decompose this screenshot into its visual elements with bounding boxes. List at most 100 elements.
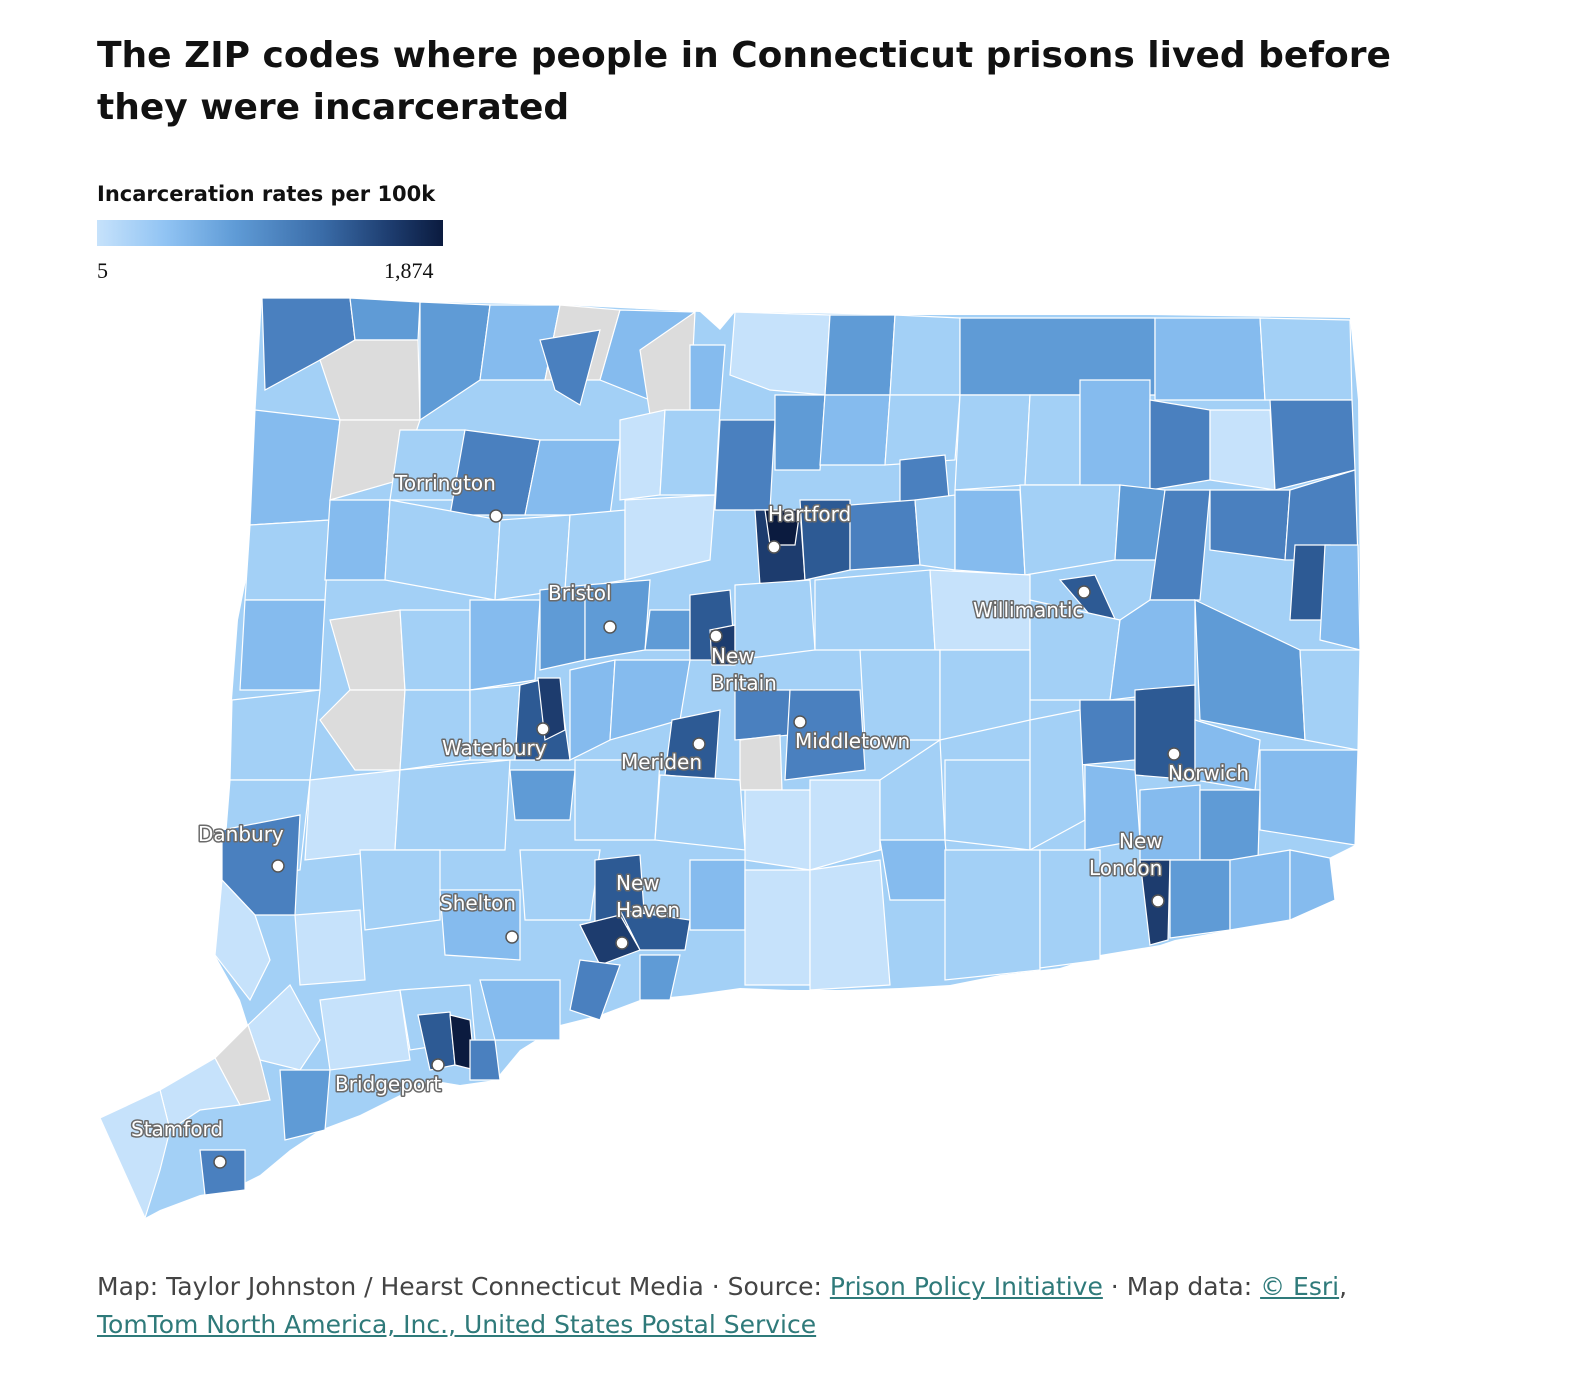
zip-region[interactable] (1209, 489, 1291, 561)
zip-region[interactable] (439, 889, 521, 961)
zip-region[interactable] (734, 689, 791, 741)
zip-region[interactable] (1079, 699, 1136, 766)
tomtom-link[interactable]: TomTom North America, Inc., United State… (97, 1310, 817, 1339)
zip-region[interactable] (1079, 379, 1151, 491)
zip-region[interactable] (199, 1149, 246, 1196)
city-bridgeport[interactable]: Bridgeport (334, 1058, 445, 1098)
zip-region[interactable] (1199, 789, 1261, 861)
zip-region[interactable] (239, 599, 326, 691)
zip-region[interactable] (349, 297, 421, 341)
city-stamford[interactable]: Stamford (130, 1116, 227, 1169)
zip-region[interactable] (744, 869, 811, 986)
zip-region[interactable] (359, 849, 441, 931)
city-waterbury[interactable]: Waterbury (441, 722, 550, 762)
zip-region[interactable] (624, 494, 716, 581)
zip-region[interactable] (294, 909, 366, 986)
zip-region[interactable] (1149, 489, 1211, 601)
city-willimantic[interactable]: Willimantic (972, 585, 1091, 624)
zip-region[interactable] (944, 849, 1041, 981)
zip-region[interactable] (1259, 317, 1353, 401)
zip-region[interactable] (509, 769, 576, 821)
zip-region[interactable] (1149, 399, 1211, 491)
zip-region[interactable] (221, 814, 301, 916)
esri-link[interactable]: © Esri (1260, 1272, 1340, 1301)
zip-region[interactable] (569, 959, 621, 1021)
city-meriden[interactable]: Meriden (620, 737, 706, 776)
zip-region[interactable] (1319, 544, 1361, 651)
city-new-britain[interactable]: New Britain (709, 629, 778, 697)
zip-region[interactable] (244, 519, 331, 601)
source-link[interactable]: Prison Policy Initiative (829, 1272, 1103, 1301)
zip-regions[interactable] (99, 297, 1361, 1220)
zip-region[interactable] (279, 1069, 331, 1141)
zip-region[interactable] (324, 499, 391, 581)
zip-region[interactable] (644, 609, 691, 651)
zip-region[interactable] (884, 394, 961, 466)
zip-region[interactable] (954, 394, 1031, 491)
zip-region[interactable] (1019, 484, 1121, 576)
zip-region[interactable] (914, 494, 956, 571)
zip-region[interactable] (249, 409, 341, 526)
zip-region[interactable] (824, 314, 896, 396)
zip-region[interactable] (859, 649, 941, 741)
zip-region[interactable] (1154, 317, 1266, 401)
zip-region[interactable] (1259, 749, 1359, 846)
zip-region[interactable] (639, 954, 681, 1001)
city-middletown[interactable]: Middletown (793, 715, 912, 755)
zip-region[interactable] (618, 909, 691, 951)
zip-region[interactable] (944, 759, 1031, 851)
zip-region[interactable] (714, 419, 776, 511)
zip-region[interactable] (689, 859, 746, 931)
zip-region[interactable] (1169, 859, 1231, 939)
zip-region[interactable] (849, 499, 921, 571)
city-new-london[interactable]: New London (1088, 828, 1165, 908)
zip-region[interactable] (469, 1039, 501, 1081)
zip-region[interactable] (819, 394, 891, 466)
zip-region[interactable] (399, 609, 471, 691)
city-new-haven[interactable]: New Haven (615, 870, 682, 950)
zip-region[interactable] (814, 569, 936, 651)
zip-region[interactable] (654, 774, 746, 851)
zip-region[interactable] (519, 849, 601, 921)
zip-region[interactable] (744, 789, 811, 871)
zip-region[interactable] (319, 989, 411, 1071)
zip-region[interactable] (479, 979, 561, 1041)
zip-region[interactable] (659, 409, 721, 496)
zip-region[interactable] (954, 489, 1026, 576)
zip-region[interactable] (304, 769, 401, 861)
zip-region[interactable] (1299, 649, 1361, 751)
zip-region[interactable] (1229, 849, 1291, 931)
zip-region[interactable] (774, 394, 826, 471)
city-hartford[interactable]: Hartford (767, 501, 853, 554)
zip-region[interactable] (1024, 394, 1081, 486)
zip-region[interactable] (99, 1089, 171, 1220)
zip-region[interactable] (809, 859, 891, 991)
zip-region[interactable] (564, 509, 626, 591)
zip-region[interactable] (469, 599, 541, 691)
zip-region[interactable] (729, 311, 831, 396)
city-danbury[interactable]: Danbury (197, 821, 285, 873)
zip-region[interactable] (539, 329, 601, 406)
zip-region[interactable] (1039, 849, 1101, 969)
zip-region[interactable] (879, 839, 951, 901)
zip-region[interactable] (394, 759, 511, 851)
city-shelton[interactable]: Shelton (439, 890, 519, 944)
zip-region[interactable] (319, 339, 421, 421)
zip-region[interactable] (764, 509, 801, 546)
city-bristol[interactable]: Bristol (547, 580, 617, 634)
city-norwich[interactable]: Norwich (1167, 747, 1251, 787)
zip-region[interactable] (229, 689, 321, 781)
city-torrington[interactable]: Torrington (393, 470, 503, 523)
zip-region[interactable] (784, 689, 866, 781)
zip-region[interactable] (214, 878, 271, 1002)
zip-region[interactable] (739, 734, 783, 791)
city-dot-icon (1167, 747, 1181, 761)
zip-region[interactable] (1289, 849, 1336, 921)
zip-region[interactable] (619, 409, 666, 501)
zip-region[interactable] (1109, 599, 1196, 701)
zip-region[interactable] (889, 314, 961, 396)
zip-region[interactable] (1209, 409, 1276, 491)
zip-region[interactable] (524, 439, 621, 516)
zip-region[interactable] (689, 344, 726, 411)
